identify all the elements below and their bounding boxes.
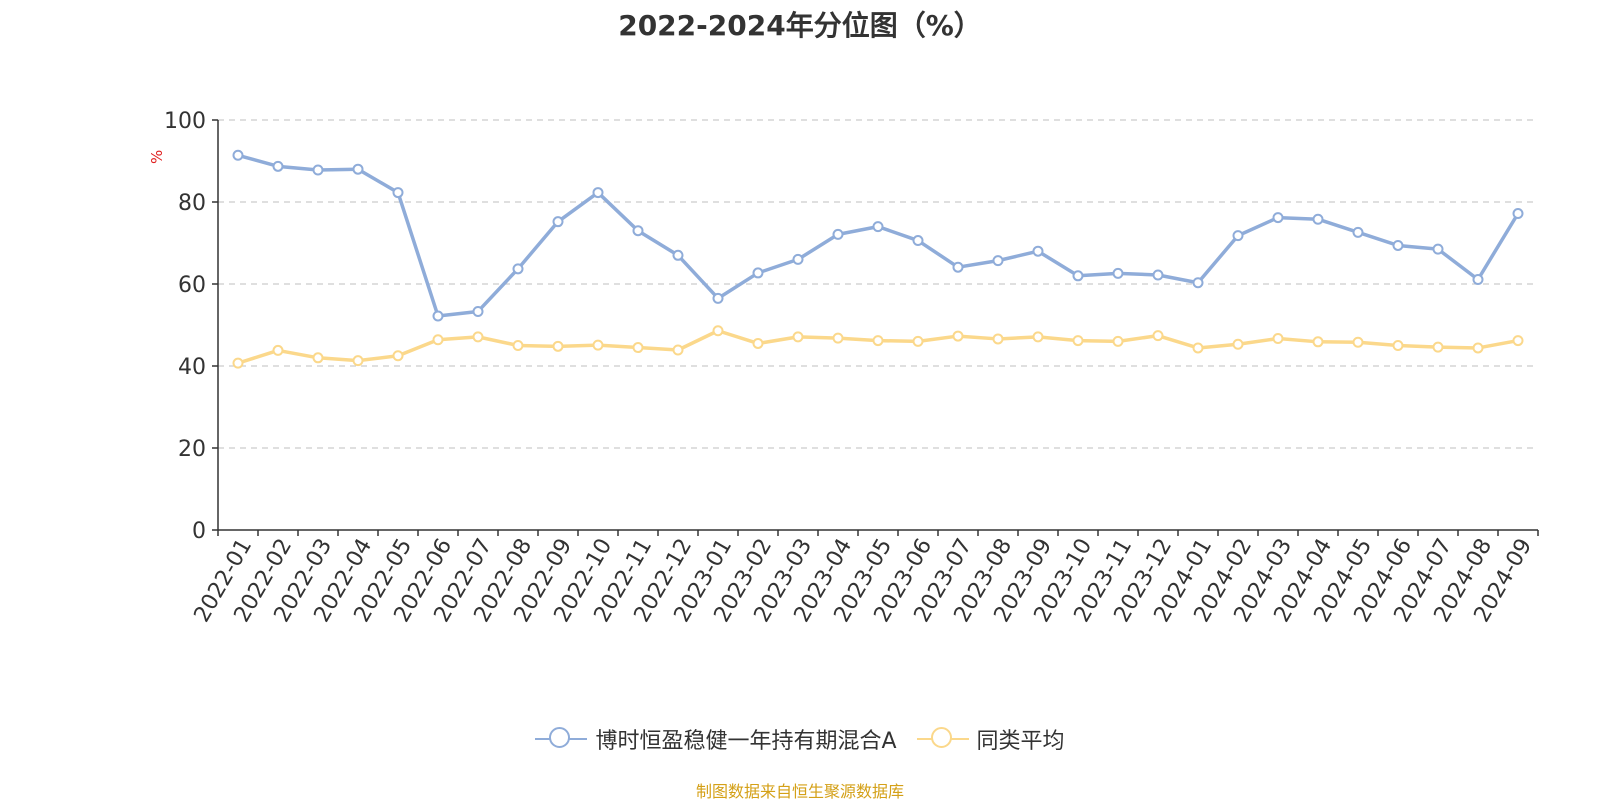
data-point-avg [592, 339, 604, 351]
data-point-fund [512, 263, 524, 275]
series-layer [232, 149, 1524, 369]
data-point-avg [392, 350, 404, 362]
source-note: 制图数据来自恒生聚源数据库 [695, 782, 904, 801]
data-point-fund [1352, 226, 1364, 238]
data-point-fund [872, 221, 884, 233]
data-point-avg [552, 340, 564, 352]
data-point-avg [1392, 340, 1404, 351]
data-point-fund [712, 292, 724, 304]
data-point-avg [352, 355, 364, 367]
data-point-fund [832, 228, 844, 240]
data-point-avg [1432, 341, 1444, 353]
data-point-fund [1232, 230, 1244, 242]
y-tick-label: 0 [192, 519, 206, 544]
data-point-fund [672, 249, 684, 261]
legend: 博时恒盈稳健一年持有期混合A 同类平均 [0, 722, 1600, 756]
legend-avg-marker-icon [916, 725, 969, 753]
legend-fund-label: 博时恒盈稳健一年持有期混合A [595, 729, 897, 754]
legend-avg-label: 同类平均 [976, 729, 1065, 754]
y-axis-unit-label: % [148, 150, 166, 164]
data-point-fund [232, 149, 244, 161]
data-point-fund [352, 163, 364, 175]
data-point-fund [312, 164, 324, 176]
data-point-avg [672, 344, 684, 356]
y-tick-label: 100 [164, 109, 206, 134]
data-point-fund [552, 216, 564, 228]
series-line-fund [237, 153, 1520, 318]
data-point-avg [912, 335, 924, 347]
data-point-fund [472, 305, 484, 317]
data-point-fund [272, 160, 284, 172]
data-point-avg [792, 331, 804, 343]
axes: 020406080100%2022-012022-022022-032022-0… [148, 109, 1539, 627]
y-tick-label: 20 [178, 437, 206, 462]
data-point-avg [312, 352, 324, 364]
data-point-fund [632, 225, 644, 237]
chart-title: 2022-2024年分位图（%） [618, 9, 982, 42]
data-point-fund [1112, 267, 1124, 279]
data-point-fund [1312, 213, 1324, 225]
data-point-avg [1312, 336, 1324, 348]
data-point-fund [992, 255, 1004, 267]
data-point-fund [392, 187, 404, 199]
data-point-avg [1232, 338, 1244, 350]
data-point-avg [752, 337, 764, 349]
data-point-avg [472, 331, 484, 343]
data-point-fund [1272, 212, 1284, 224]
data-point-fund [1472, 273, 1484, 285]
data-point-fund [1432, 243, 1444, 255]
data-point-avg [992, 333, 1004, 345]
data-point-avg [1472, 342, 1484, 354]
data-point-avg [232, 357, 244, 369]
data-point-avg [1512, 335, 1524, 347]
data-point-avg [952, 330, 964, 342]
data-point-avg [1192, 342, 1204, 354]
legend-item-avg[interactable]: 同类平均 [916, 723, 1065, 755]
data-point-fund [1512, 207, 1524, 219]
data-point-avg [432, 334, 444, 346]
data-point-fund [1192, 277, 1204, 289]
data-point-fund [1392, 239, 1404, 251]
data-point-avg [1032, 331, 1044, 343]
data-point-avg [1152, 330, 1164, 342]
data-point-fund [1032, 245, 1044, 257]
grid-lines [218, 119, 1538, 449]
data-point-avg [1112, 335, 1124, 347]
y-tick-label: 80 [178, 191, 206, 216]
data-point-fund [592, 187, 604, 199]
data-point-fund [792, 253, 804, 265]
data-point-avg [512, 340, 524, 351]
data-point-fund [752, 267, 764, 279]
data-point-fund [1152, 269, 1164, 281]
data-point-avg [832, 332, 844, 344]
data-point-avg [1352, 336, 1364, 348]
data-point-avg [1272, 333, 1284, 345]
data-point-avg [712, 325, 724, 337]
data-point-fund [1072, 270, 1084, 282]
y-tick-label: 60 [178, 273, 206, 298]
data-point-avg [1072, 335, 1084, 347]
y-tick-label: 40 [178, 355, 206, 380]
data-point-avg [272, 344, 284, 356]
data-point-fund [952, 261, 964, 273]
data-point-avg [632, 342, 644, 354]
data-point-fund [432, 310, 444, 322]
data-point-fund [912, 235, 924, 247]
legend-item-fund[interactable]: 博时恒盈稳健一年持有期混合A [535, 723, 897, 755]
legend-fund-marker-icon [535, 725, 588, 753]
data-point-avg [872, 335, 884, 347]
